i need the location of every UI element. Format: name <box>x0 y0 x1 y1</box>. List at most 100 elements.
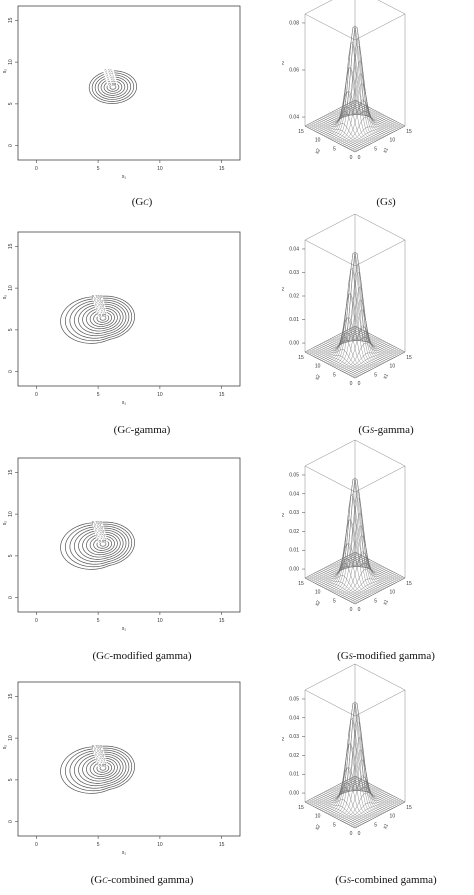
x-tick-label: 15 <box>219 392 225 398</box>
plot-frame <box>17 231 241 387</box>
surface-mesh-line <box>350 799 401 826</box>
surface-mesh-line <box>348 103 399 130</box>
surface-mesh-line <box>350 554 401 581</box>
surface-mesh-line <box>352 326 404 354</box>
base-right-tick-label: 5 <box>374 598 377 604</box>
caption-gs-base: (G <box>376 196 388 208</box>
z-tick-label: 0.08 <box>289 20 299 26</box>
surface-plot-combined: 0.00 0.01 0.02 0.03 0.04 0.05 z 15 10 5 0 0 5 10 15 s2 s… <box>282 663 412 837</box>
caption-gs-suffix: ) <box>391 196 396 208</box>
caption-gs-sub: S <box>387 198 392 207</box>
contour-line <box>78 753 124 784</box>
base-left-tick-label: 10 <box>315 138 321 144</box>
base-right-tick-label: 0 <box>358 155 361 161</box>
x-tick-label: 0 <box>35 842 38 848</box>
base-right-tick-label: 5 <box>374 146 377 152</box>
z-tick-label: 0.04 <box>289 115 299 121</box>
surface-mesh-line <box>350 778 401 805</box>
contour-line <box>69 749 130 789</box>
contour-label-bg <box>107 82 118 87</box>
base-right-tick-label: 0 <box>358 381 361 387</box>
y-tick-label: 5 <box>8 554 14 557</box>
z-tick-label: 0.02 <box>289 529 299 535</box>
base-right-tick-label: 15 <box>406 355 412 361</box>
y-axis-label: s₂ <box>2 295 8 300</box>
surface-mesh-line <box>352 100 404 128</box>
contour-plot-modified: 051015051015s₁s₂0.0020.0050.010.0150.020… <box>2 457 241 632</box>
surface-mesh-line <box>352 124 404 152</box>
base-right-tick-label: 15 <box>406 581 412 587</box>
caption-gc-combined-sub: C <box>102 876 108 885</box>
surface-box-front <box>304 801 406 829</box>
caption-gc-gamma-suffix: -gamma) <box>130 424 171 436</box>
x-tick-label: 5 <box>97 166 100 172</box>
surface-mesh-line <box>350 575 401 602</box>
contour-line <box>82 531 121 558</box>
surface-mesh-line <box>348 574 399 601</box>
y-tick-label: 0 <box>8 820 14 823</box>
caption-gc-sub: C <box>143 198 149 207</box>
contour-line <box>94 74 132 100</box>
plot-frame <box>17 457 241 613</box>
z-tick-label: 0.05 <box>289 472 299 478</box>
z-tick-label: 0.00 <box>289 791 299 797</box>
base-left-axis-label: s2 <box>314 600 322 608</box>
base-left-tick-label: 10 <box>315 590 321 596</box>
contour-line <box>64 523 133 568</box>
surface-mesh-line <box>344 120 395 147</box>
caption-gc-combined: (GC-combined gamma) <box>62 874 222 886</box>
surface-mesh-line <box>344 572 395 599</box>
base-right-tick-label: 5 <box>374 372 377 378</box>
contour-label: 0.05 <box>99 539 108 544</box>
contour-line <box>86 307 118 330</box>
base-right-tick-label: 0 <box>358 831 361 837</box>
x-axis-label: s₁ <box>122 174 127 180</box>
contour-label-bg <box>97 539 108 544</box>
plot-frame <box>17 5 241 161</box>
y-axis-label: s₂ <box>2 69 8 74</box>
caption-gs-combined-suffix: -combined gamma) <box>350 874 437 886</box>
y-axis-label: s₂ <box>2 521 8 526</box>
caption-gc-gamma-base: (G <box>113 424 126 436</box>
y-tick-label: 10 <box>8 59 14 65</box>
z-axis-label: z <box>282 286 285 292</box>
base-left-tick-label: 5 <box>333 146 336 152</box>
z-tick-label: 0.03 <box>289 270 299 276</box>
contour-line <box>93 761 113 775</box>
base-right-axis-label: s1 <box>382 823 390 831</box>
surface-mesh-line <box>354 325 406 353</box>
x-tick-label: 5 <box>97 842 100 848</box>
x-tick-label: 15 <box>219 842 225 848</box>
contour-label-bg <box>97 313 108 318</box>
x-axis-label: s₁ <box>122 400 127 406</box>
contour-line <box>78 529 124 560</box>
surface-mesh-line <box>315 120 366 147</box>
contour-line <box>88 70 138 104</box>
z-tick-label: 0.04 <box>289 246 299 252</box>
z-tick-label: 0.02 <box>289 753 299 759</box>
surface-mesh-line <box>325 718 376 818</box>
contour-line <box>89 309 115 327</box>
base-left-tick-label: 10 <box>315 364 321 370</box>
base-right-axis-label: s1 <box>382 373 390 381</box>
caption-gs-gamma-sub: S <box>369 426 374 435</box>
contour-line <box>60 295 135 344</box>
caption-gc-modified-suffix: -modified gamma) <box>109 650 192 662</box>
z-tick-label: 0.04 <box>289 491 299 497</box>
surface-mesh-line <box>354 775 406 803</box>
contour-line <box>60 521 135 570</box>
z-tick-label: 0.06 <box>289 68 299 74</box>
contour-line <box>89 759 115 777</box>
base-right-tick-label: 10 <box>390 590 396 596</box>
surface-mesh-line <box>325 268 376 368</box>
contour-line <box>73 527 127 563</box>
contour-plot-gc: 051015051015s₁s₂0.010.020.030.040.050.06… <box>2 5 241 180</box>
base-right-tick-label: 10 <box>390 138 396 144</box>
contour-line <box>73 301 127 337</box>
base-left-tick-label: 0 <box>350 831 353 837</box>
base-left-tick-label: 5 <box>333 598 336 604</box>
surface-mesh-line <box>350 328 401 355</box>
y-tick-label: 15 <box>8 17 14 23</box>
base-left-tick-label: 10 <box>315 814 321 820</box>
